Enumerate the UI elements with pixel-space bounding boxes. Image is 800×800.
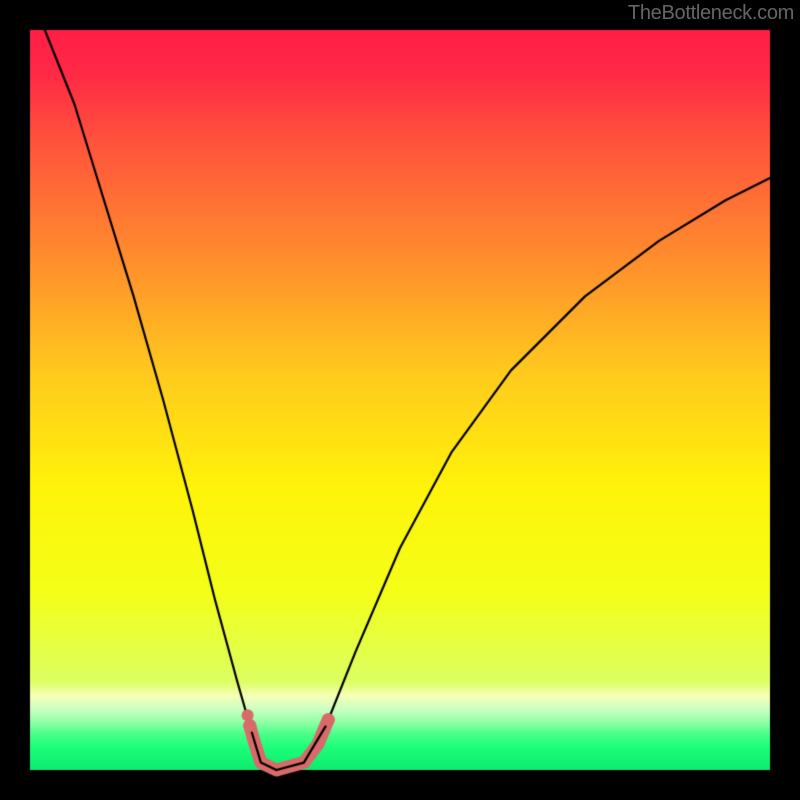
bottleneck-chart [0,0,800,800]
chart-container: TheBottleneck.com [0,0,800,800]
watermark-text: TheBottleneck.com [628,2,794,25]
